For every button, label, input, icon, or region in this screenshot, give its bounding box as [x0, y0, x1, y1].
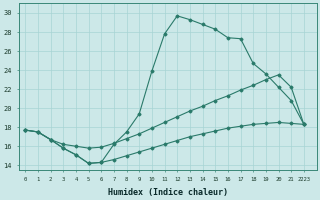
X-axis label: Humidex (Indice chaleur): Humidex (Indice chaleur)	[108, 188, 228, 197]
